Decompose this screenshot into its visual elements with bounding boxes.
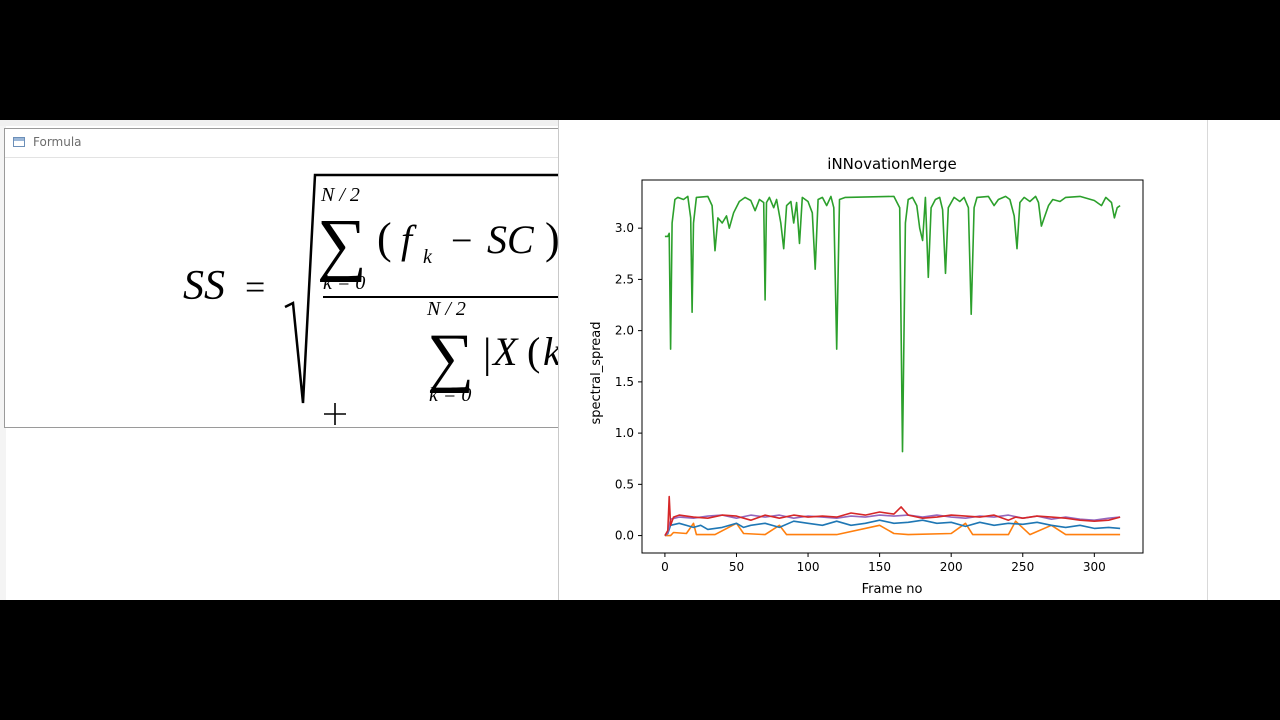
formula-lhs: SS [183,263,225,309]
y-tick-label: 0.5 [615,477,634,491]
denominator-sigma: ∑ [427,321,474,394]
background-window-strip [0,120,560,126]
x-tick-label: 200 [940,560,963,574]
x-tick-label: 150 [868,560,891,574]
x-axis-label: Frame no [862,582,923,597]
numerator-lower-limit: k = 0 [323,272,365,294]
denominator-upper-limit: N / 2 [426,298,466,320]
numerator-paren-close: ) [545,214,560,263]
formula-equals: = [245,267,265,307]
y-tick-label: 2.0 [615,324,634,338]
numerator-paren-open: ( [377,214,392,263]
formula-image: SS = N / 2 ∑ k = 0 ( f k − SC ) N / 2 ∑ … [183,173,560,406]
numerator-minus: − [451,220,472,262]
formula-titlebar[interactable]: Formula [5,129,559,158]
numerator-f: f [401,217,417,262]
numerator-upper-limit: N / 2 [320,184,360,206]
x-tick-label: 50 [729,560,744,574]
x-tick-label: 300 [1083,560,1106,574]
sqrt-sign [284,173,559,404]
series-line-red [664,495,1121,536]
y-tick-label: 1.0 [615,426,634,440]
numerator-sigma: ∑ [317,206,367,283]
window-icon [13,137,25,147]
numerator-sc: SC [487,217,535,262]
denominator-abs-bar: | [483,331,491,377]
x-tick-label: 100 [797,560,820,574]
crosshair-cursor-icon [324,403,346,425]
x-tick-label: 250 [1011,560,1034,574]
numerator-subscript-k: k [423,246,433,268]
plot-window[interactable]: iNNovationMerge Frame no spectral_spread… [558,120,1208,600]
formula-window-title: Formula [33,135,82,149]
chart-svg: iNNovationMerge Frame no spectral_spread… [589,155,1144,597]
x-tick-label: 0 [661,560,669,574]
plot-frame [641,179,1144,554]
series-line-green [664,195,1121,453]
denominator-paren: ( [527,329,540,374]
desktop-screen: Formula SS = N / 2 ∑ k = 0 ( f k − SC ) [0,120,1280,600]
formula-window[interactable]: Formula SS = N / 2 ∑ k = 0 ( f k − SC ) [4,128,560,428]
y-tick-label: 2.5 [615,272,634,286]
chart-title: iNNovationMerge [827,155,956,173]
series-line-blue [664,519,1121,537]
series-line-orange [664,520,1121,537]
y-tick-label: 0.0 [615,529,634,543]
denominator-x: X [491,329,519,374]
y-axis-label: spectral_spread [589,322,604,425]
y-tick-label: 1.5 [615,375,634,389]
denominator-k: k [543,329,560,374]
y-tick-label: 3.0 [615,221,634,235]
denominator-lower-limit: k = 0 [429,384,471,406]
background-window-edge [0,120,6,600]
